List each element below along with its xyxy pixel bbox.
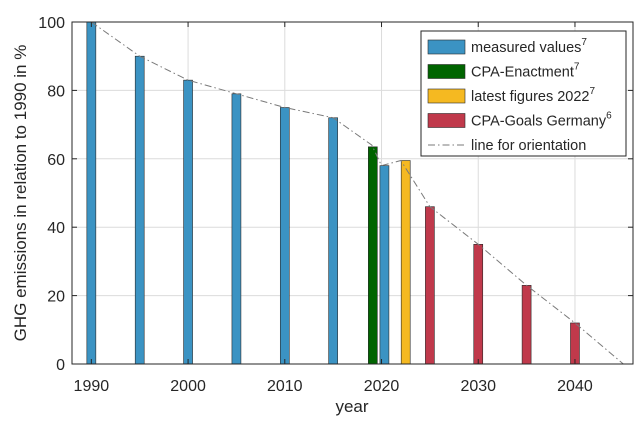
- legend-superscript: 7: [574, 62, 580, 73]
- tick-marks: [72, 21, 633, 365]
- bar-measured-values-2020.3: [379, 165, 390, 365]
- legend-swatch-measured-values: [427, 39, 466, 55]
- legend: measured values7 CPA-Enactment7 latest fig…: [420, 30, 627, 157]
- legend-label-measured-values: measured values7: [471, 37, 587, 56]
- x-axis-title: year: [335, 397, 368, 416]
- y-tick-label: 20: [47, 289, 65, 306]
- y-tick-label: 80: [47, 83, 65, 100]
- bar-measured-values-2005: [231, 93, 242, 365]
- legend-superscript: 7: [581, 37, 587, 48]
- y-tick-label: 100: [38, 15, 65, 32]
- bar-measured-values-1995: [134, 55, 145, 365]
- x-tick-label: 2030: [460, 378, 496, 395]
- x-tick-label: 1990: [74, 378, 110, 395]
- bar-latest-figures-2022-2022.5: [400, 160, 411, 365]
- legend-label-orientation-line: line for orientation: [471, 138, 586, 154]
- bar-cpa-goals-germany-2030: [473, 244, 484, 365]
- legend-superscript: 6: [606, 111, 612, 122]
- y-axis-title: GHG emissions in relation to 1990 in %: [11, 45, 30, 342]
- bar-cpa-goals-germany-2025: [425, 206, 435, 365]
- x-tick-labels: 1990 2000 2010 2020 2030 2040: [74, 378, 593, 395]
- x-tick-label: 2010: [267, 378, 303, 395]
- x-tick-label: 2000: [170, 378, 206, 395]
- orientation-line: [91, 21, 624, 365]
- legend-swatch-cpa-enactment: [427, 64, 466, 79]
- legend-label-cpa-enactment: CPA-Enactment7: [471, 62, 580, 81]
- legend-superscript: 7: [590, 86, 596, 97]
- plot-frame: [71, 21, 634, 365]
- bar-measured-values-2010: [279, 107, 290, 365]
- x-tick-label: 2020: [364, 378, 400, 395]
- legend-label-latest-figures-2022: latest figures 20227: [471, 86, 596, 105]
- bar-cpa-enactment-2019.1: [368, 146, 378, 365]
- y-tick-label: 60: [47, 152, 65, 169]
- y-tick-label: 0: [56, 357, 65, 374]
- legend-swatch-cpa-goals-germany: [427, 113, 466, 128]
- bar-measured-values-2000: [183, 79, 193, 365]
- bar-measured-values-1990: [86, 21, 97, 365]
- bar-measured-values-2015: [328, 117, 338, 365]
- x-tick-label: 2040: [557, 378, 593, 395]
- legend-label-cpa-goals-germany: CPA-Goals Germany6: [471, 111, 612, 130]
- y-tick-label: 40: [47, 220, 65, 237]
- bar-cpa-goals-germany-2035: [521, 285, 532, 365]
- orientation-line-group: [91, 21, 624, 365]
- legend-swatch-latest-figures-2022: [427, 88, 466, 104]
- y-tick-labels: 0 20 40 60 80 100: [38, 15, 65, 374]
- bar-cpa-goals-germany-2040: [570, 322, 580, 365]
